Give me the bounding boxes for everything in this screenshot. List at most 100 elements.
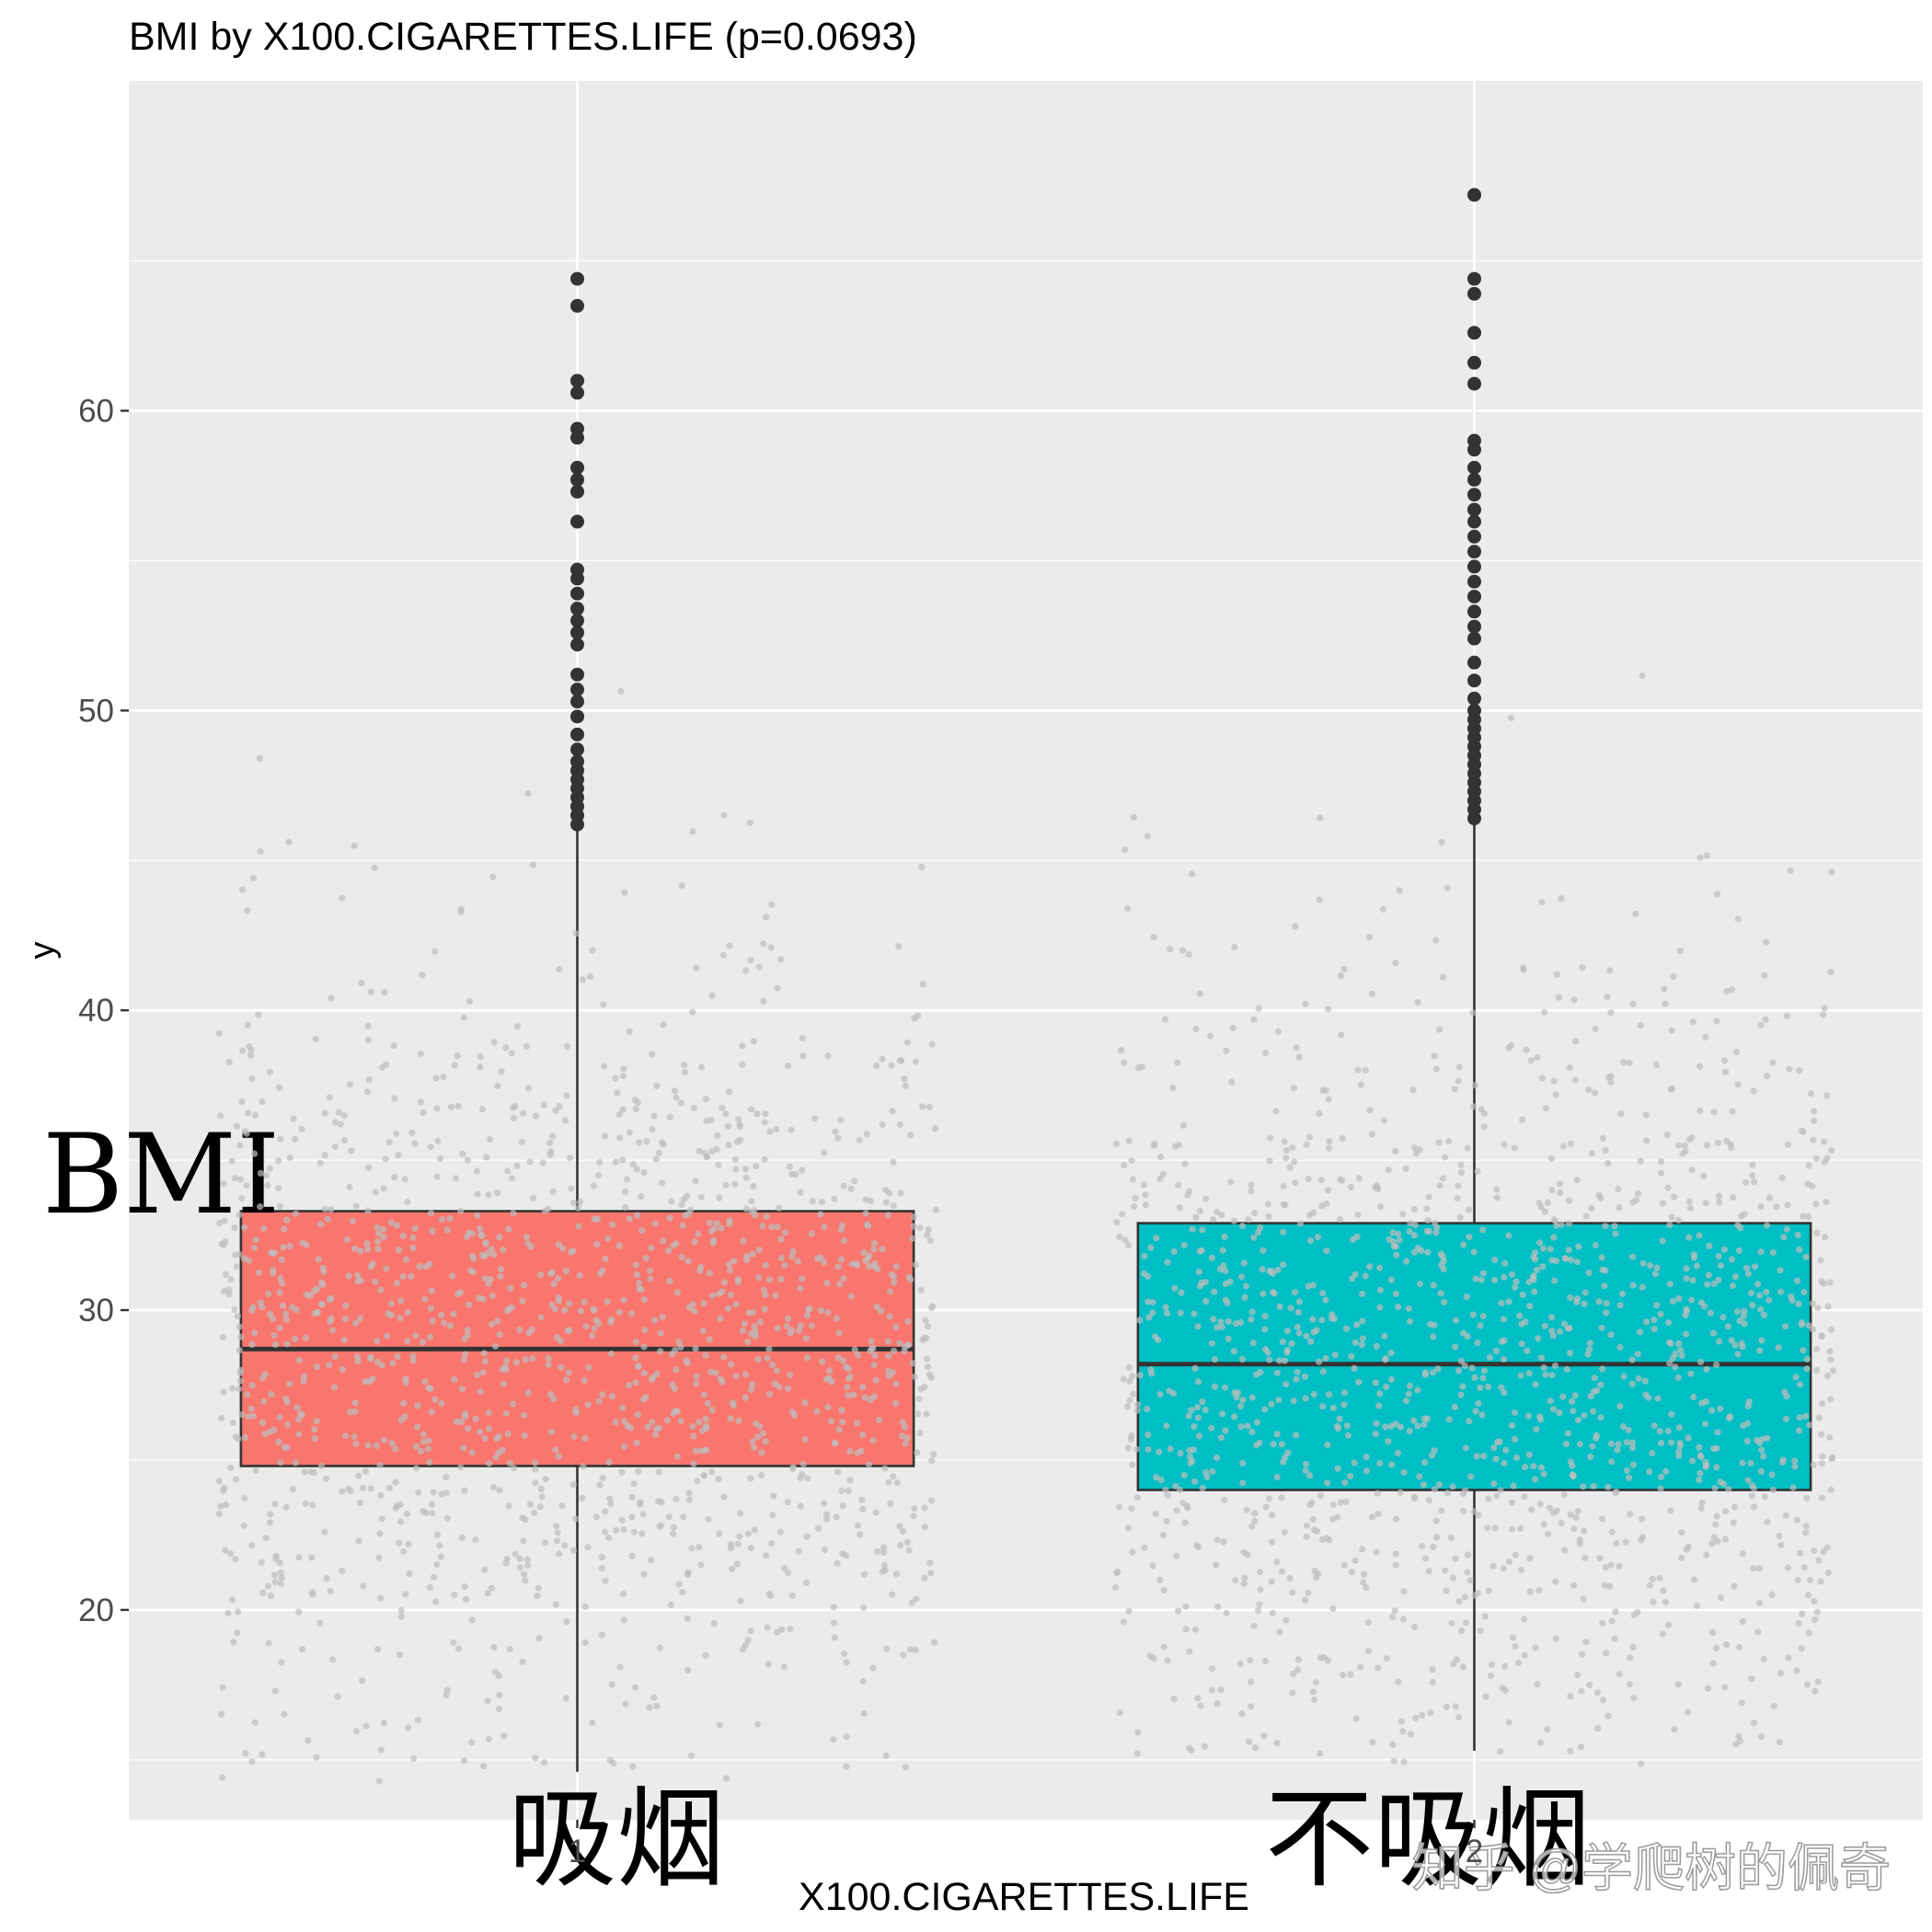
jitter-point [1379,905,1386,913]
jitter-point [1777,1288,1785,1295]
jitter-point [1303,1141,1310,1148]
jitter-point [1261,1326,1269,1333]
jitter-point [1658,1473,1665,1480]
jitter-point [1248,1394,1256,1401]
jitter-point [830,1736,837,1743]
jitter-point [1348,1352,1355,1360]
jitter-point [1588,1150,1595,1157]
jitter-point [565,1369,572,1376]
jitter-point [1802,1412,1810,1420]
jitter-point [1508,1499,1516,1506]
jitter-point [1316,896,1323,903]
jitter-point [1414,998,1421,1006]
y-tick-label: 60 [78,393,114,429]
jitter-point [1769,1248,1777,1256]
jitter-point [1642,1111,1650,1119]
jitter-point [1485,1495,1492,1502]
jitter-point [473,1371,480,1379]
jitter-point [591,1306,598,1314]
jitter-point [572,1515,580,1523]
jitter-point [1330,1315,1338,1322]
jitter-point [726,1088,733,1096]
jitter-point [490,1644,498,1651]
jitter-point [1354,1211,1362,1219]
jitter-point [1740,1313,1747,1320]
jitter-point [1813,1367,1821,1374]
jitter-point [1142,1202,1149,1209]
jitter-point [266,1165,273,1172]
jitter-point [1131,1202,1138,1211]
jitter-point [1434,1365,1442,1373]
jitter-point [1611,1635,1618,1642]
jitter-point [797,1474,804,1482]
jitter-point [833,1315,841,1322]
jitter-point [889,1108,896,1115]
jitter-point [220,1388,227,1396]
jitter-point [430,1489,437,1496]
jitter-point [326,1296,334,1304]
jitter-point [854,1351,862,1359]
jitter-point [685,1489,693,1497]
jitter-point [1630,1695,1638,1702]
jitter-point [541,1539,549,1547]
jitter-point [1125,1137,1133,1144]
jitter-point [802,1335,810,1342]
jitter-point [1747,1459,1754,1466]
jitter-point [374,1646,382,1653]
jitter-point [835,1329,843,1337]
jitter-point [331,1353,339,1361]
jitter-point [1646,1468,1653,1476]
jitter-point [638,1227,646,1235]
jitter-point [535,1635,543,1642]
jitter-point [532,1459,539,1466]
jitter-point [482,1239,489,1247]
jitter-point [843,1763,850,1770]
jitter-point [765,1661,773,1668]
jitter-point [1666,1339,1673,1346]
jitter-point [1153,1474,1160,1481]
jitter-point [315,1256,322,1263]
jitter-point [915,1396,923,1403]
jitter-point [710,1225,719,1233]
jitter-point [1238,1273,1246,1281]
jitter-point [1324,1479,1331,1487]
jitter-point [1561,1547,1569,1554]
jitter-point [519,1658,526,1665]
jitter-point [1222,1267,1229,1275]
jitter-point [762,1438,769,1445]
jitter-point [429,1227,436,1235]
jitter-point [1173,1552,1180,1560]
jitter-point [608,1681,615,1688]
jitter-point [484,1697,491,1705]
jitter-point [1744,1477,1752,1484]
jitter-point [1697,1505,1705,1512]
jitter-point [1794,1277,1801,1284]
jitter-point [918,863,926,871]
jitter-point [925,1323,932,1330]
jitter-point [913,1595,920,1603]
jitter-point [626,1215,633,1223]
jitter-point [351,1408,359,1416]
jitter-point [380,1185,387,1192]
jitter-point [1302,1596,1309,1604]
jitter-point [1397,1718,1405,1725]
jitter-point [329,1656,337,1663]
jitter-point [612,1075,619,1082]
jitter-point [633,1166,640,1173]
jitter-point [1116,1709,1123,1717]
jitter-point [1585,1346,1593,1353]
jitter-point [1742,1179,1750,1186]
jitter-point [1819,1453,1826,1460]
jitter-point [454,1290,462,1297]
jitter-point [348,1147,355,1155]
jitter-point [1760,1453,1767,1460]
jitter-point [1144,1445,1152,1454]
jitter-point [460,1356,468,1363]
jitter-point [417,1098,424,1106]
jitter-point [1567,1140,1574,1147]
jitter-point [454,1102,462,1110]
jitter-point [490,1251,498,1259]
jitter-point [1253,1419,1260,1426]
jitter-point [756,1423,764,1431]
jitter-point [732,1166,740,1173]
